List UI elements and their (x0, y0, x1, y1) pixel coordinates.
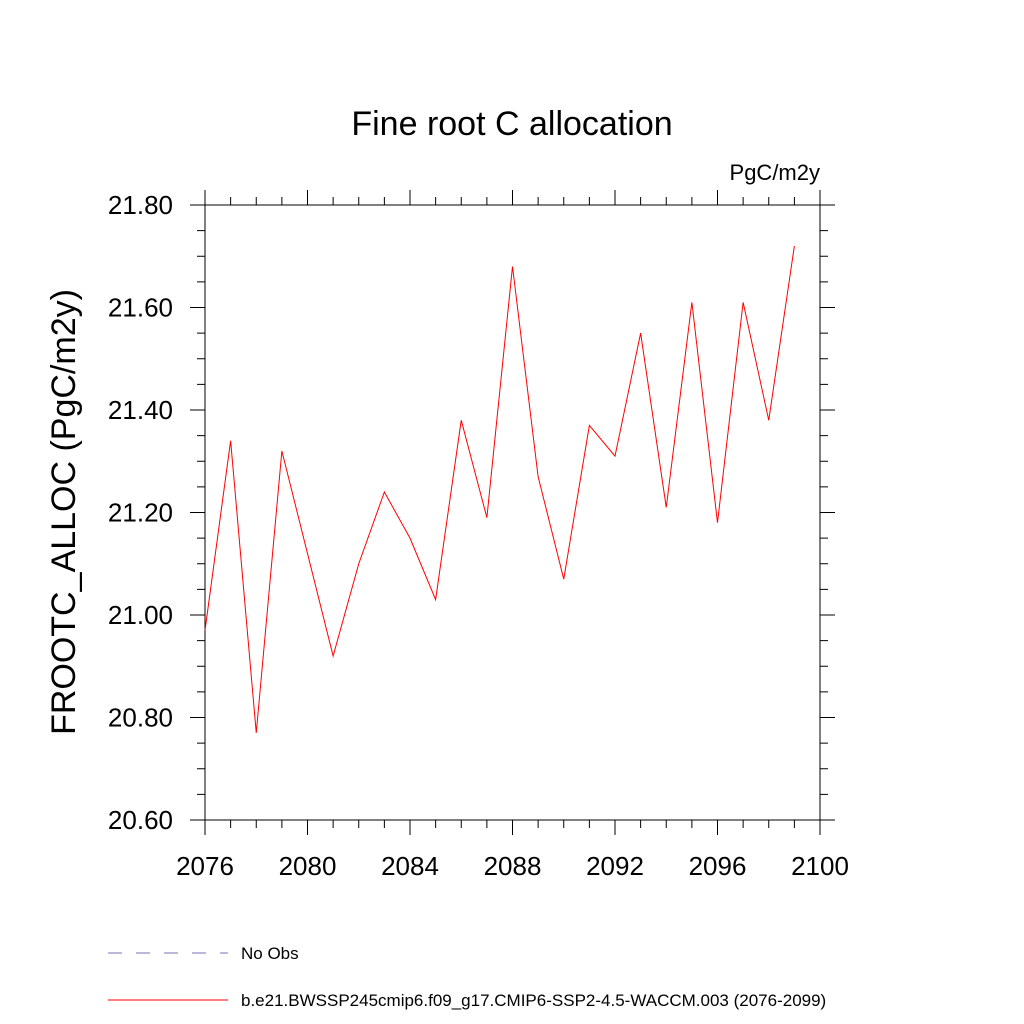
x-tick-label: 2076 (176, 851, 234, 881)
axis-ticks: 2076 2080 2084 2088 2092 2096 2100 20.60 20.80 21… (108, 190, 849, 881)
legend-label: No Obs (241, 944, 299, 963)
data-lines (204, 245, 795, 733)
y-tick-label: 21.60 (108, 293, 173, 323)
x-tick-label: 2084 (381, 851, 439, 881)
legend-label: b.e21.BWSSP245cmip6.f09_g17.CMIP6-SSP2-4… (241, 991, 826, 1010)
x-tick-label: 2088 (484, 851, 542, 881)
series-line (204, 245, 795, 733)
chart-title: Fine root C allocation (351, 105, 672, 143)
y-axis-title: FROOTC_ALLOC (PgC/m2y) (45, 289, 83, 735)
y-tick-label: 20.80 (108, 703, 173, 733)
y-tick-label: 21.00 (108, 600, 173, 630)
y-tick-label: 21.80 (108, 190, 173, 220)
x-tick-label: 2080 (279, 851, 337, 881)
units-label: PgC/m2y (730, 160, 820, 185)
x-tick-label: 2096 (689, 851, 747, 881)
x-tick-label: 2092 (586, 851, 644, 881)
x-tick-label: 2100 (791, 851, 849, 881)
y-tick-label: 20.60 (108, 805, 173, 835)
y-tick-label: 21.20 (108, 498, 173, 528)
legend: No Obs b.e21.BWSSP245cmip6.f09_g17.CMIP6-… (108, 944, 826, 1010)
y-tick-label: 21.40 (108, 395, 173, 425)
